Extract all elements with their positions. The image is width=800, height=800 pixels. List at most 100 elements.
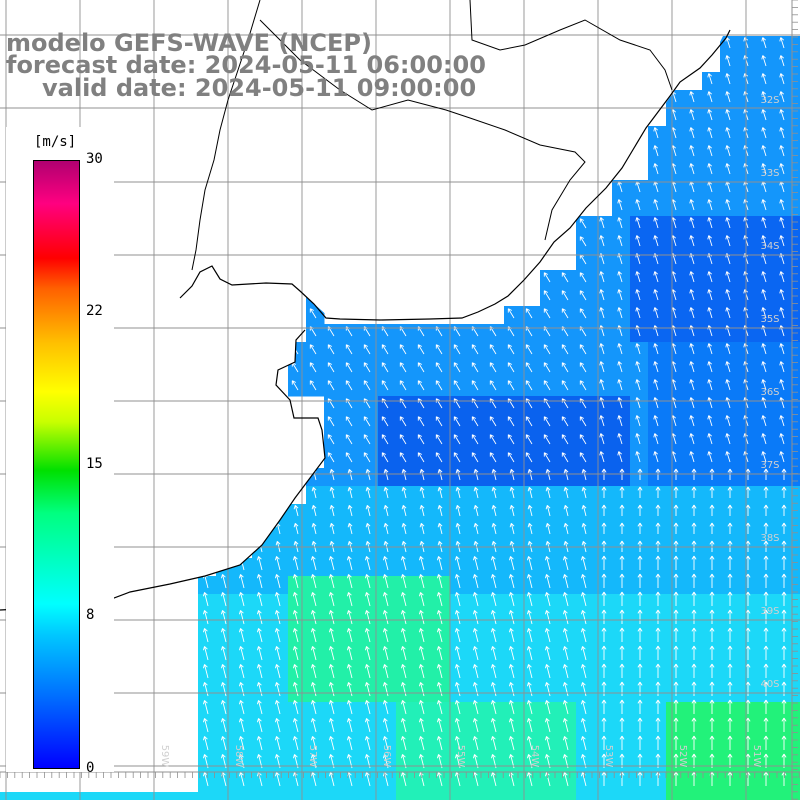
wind-arrow [202, 718, 209, 733]
wind-arrow [525, 344, 533, 355]
sea-cell [666, 720, 685, 739]
sea-cell [504, 414, 523, 433]
sea-cell [792, 486, 800, 505]
wind-arrow [363, 434, 371, 445]
wind-arrow [709, 681, 715, 696]
sea-cell [774, 666, 793, 685]
wind-arrow [673, 699, 679, 714]
sea-cell [414, 414, 433, 433]
wind-arrow [293, 504, 299, 517]
wind-arrow [491, 504, 497, 517]
wind-arrow [617, 415, 623, 427]
sea-cell [576, 324, 595, 343]
wind-arrow [562, 772, 569, 787]
wind-arrow [435, 416, 443, 427]
wind-arrow [707, 307, 713, 319]
wind-arrow [256, 682, 263, 697]
wind-arrow [689, 307, 695, 319]
wind-arrow [382, 556, 389, 571]
wind-arrow [562, 664, 569, 679]
wind-arrow [364, 628, 371, 643]
sea-cell [648, 774, 667, 793]
wind-arrow [436, 574, 443, 589]
sea-cell [486, 414, 505, 433]
sea-cell [666, 486, 685, 505]
wind-arrow [727, 645, 733, 660]
sea-cell [594, 504, 613, 523]
sea-cell [432, 324, 451, 343]
colorbar-tick: 15 [86, 456, 103, 472]
wind-arrow [526, 664, 533, 679]
wind-arrow [763, 555, 769, 570]
wind-arrow [345, 380, 353, 391]
wind-arrow [292, 574, 299, 589]
wind-arrow [635, 271, 641, 283]
sea-cell [612, 468, 631, 487]
wind-arrow [435, 344, 443, 355]
sea-cell [756, 702, 775, 721]
wind-arrow [454, 646, 461, 661]
wind-arrow [399, 362, 407, 373]
wind-arrow [725, 199, 731, 211]
wind-arrow [601, 573, 607, 588]
wind-arrow [761, 217, 767, 229]
sea-cell [774, 756, 793, 775]
sea-cell [414, 792, 433, 800]
wind-arrow [453, 344, 461, 355]
wind-arrow [220, 682, 227, 697]
wind-arrow [727, 522, 733, 534]
wind-arrow [399, 344, 407, 355]
wind-arrow [763, 663, 769, 678]
wind-arrow [526, 592, 533, 607]
sea-cell [648, 558, 667, 577]
wind-arrow [691, 681, 697, 696]
sea-cell [378, 324, 397, 343]
sea-cell [792, 720, 800, 739]
wind-arrow [292, 664, 299, 679]
sea-cell [648, 486, 667, 505]
sea-cell [738, 558, 757, 577]
sea-cell [468, 360, 487, 379]
sea-cell [792, 504, 800, 523]
wind-arrow [401, 504, 407, 517]
wind-arrow [220, 646, 227, 661]
sea-cell [594, 702, 613, 721]
wind-arrow [637, 540, 643, 552]
sea-cell [738, 522, 757, 541]
sea-cell [432, 378, 451, 397]
wind-arrow [436, 646, 443, 661]
sea-cell [522, 378, 541, 397]
wind-arrow [202, 628, 209, 643]
sea-cell [540, 306, 559, 325]
wind-arrow [382, 610, 389, 625]
sea-cell [648, 522, 667, 541]
wind-arrow [202, 646, 209, 661]
sea-cell [540, 414, 559, 433]
wind-arrow [363, 380, 371, 391]
sea-cell [702, 504, 721, 523]
lat-label: 37S [760, 460, 779, 471]
wind-arrow [491, 468, 497, 481]
wind-arrow [619, 699, 625, 714]
wind-arrow [545, 504, 551, 517]
lat-label: 32S [760, 95, 779, 106]
wind-arrow [599, 217, 605, 229]
wind-arrow [707, 415, 713, 427]
wind-arrow [689, 415, 695, 427]
sea-cell [486, 792, 505, 800]
sea-cell [774, 702, 793, 721]
wind-arrow [274, 772, 281, 787]
sea-cell [702, 576, 721, 595]
wind-arrow [601, 555, 607, 570]
wind-arrow [454, 574, 461, 589]
sea-cell [432, 432, 451, 451]
colorbar [33, 160, 80, 769]
wind-arrow [383, 504, 389, 517]
wind-arrow [635, 361, 641, 373]
wind-arrow [256, 592, 263, 607]
wind-arrow [599, 379, 605, 391]
sea-cell [324, 378, 343, 397]
wind-arrow [601, 699, 607, 714]
wind-arrow [691, 627, 697, 642]
wind-arrow [707, 433, 713, 445]
